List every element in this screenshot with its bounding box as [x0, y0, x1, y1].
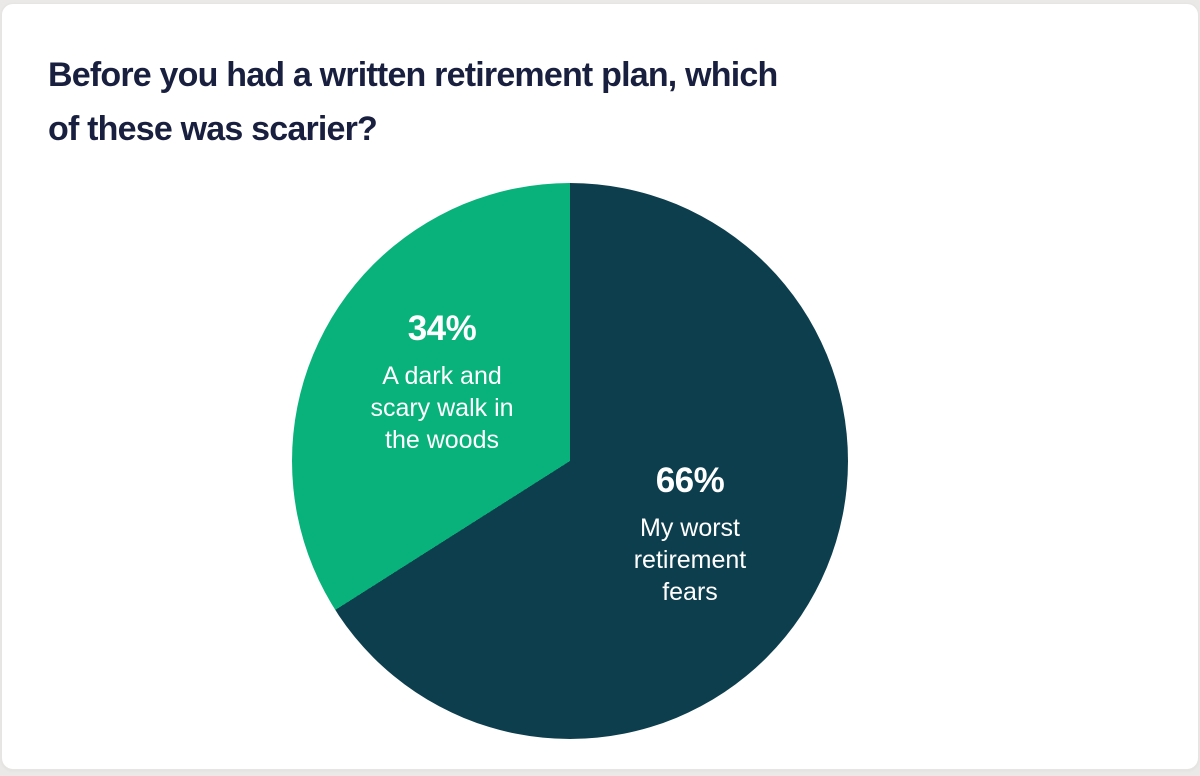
slice-description-minor: A dark and scary walk in the woods	[370, 362, 514, 454]
slice-description-major: My worst retirement fears	[633, 514, 747, 606]
chart-card: Before you had a written retirement plan…	[1, 3, 1199, 770]
slice-percent-minor: 34%	[407, 309, 477, 348]
chart-title: Before you had a written retirement plan…	[48, 56, 778, 148]
slice-label-major: 66% My worst retirement fears	[560, 461, 820, 608]
slice-percent-major: 66%	[655, 461, 725, 500]
slice-label-minor: 34% A dark and scary walk in the woods	[312, 309, 572, 456]
pie-chart: 34% A dark and scary walk in the woods 6…	[292, 183, 848, 739]
